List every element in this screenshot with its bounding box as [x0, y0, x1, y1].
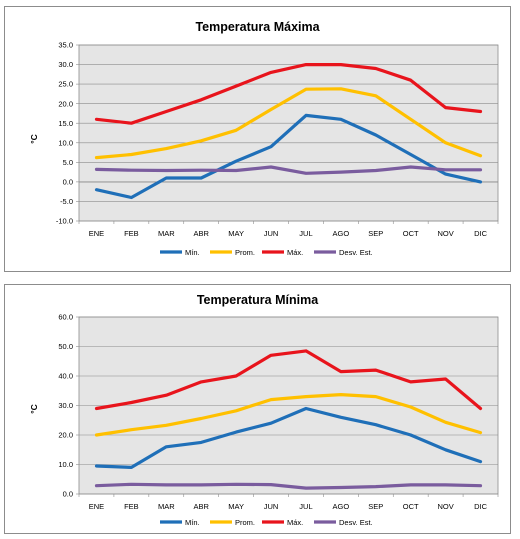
x-tick-label: ENE: [89, 502, 104, 511]
x-tick-label: DIC: [474, 502, 488, 511]
y-tick-label: 0.0: [63, 177, 73, 186]
y-tick-label: 25.0: [58, 80, 73, 89]
x-tick-label: SEP: [368, 229, 383, 238]
x-tick-label: AGO: [333, 229, 350, 238]
y-tick-label: 10.0: [58, 460, 73, 469]
series-line-3: [94, 165, 483, 175]
y-tick-label: 60.0: [58, 313, 73, 322]
y-axis-label: °C: [29, 404, 39, 414]
y-tick-label: 35.0: [58, 41, 73, 50]
series-line-0: [94, 113, 483, 200]
y-axis-label: °C: [29, 134, 39, 144]
y-tick-label: 20.0: [58, 99, 73, 108]
y-tick-label: 15.0: [58, 119, 73, 128]
legend-label: Prom.: [235, 248, 255, 257]
x-tick-label: ENE: [89, 229, 104, 238]
y-tick-label: 40.0: [58, 372, 73, 381]
y-tick-label: 5.0: [63, 158, 73, 167]
x-tick-label: FEB: [124, 229, 139, 238]
x-tick-label: OCT: [403, 229, 419, 238]
y-tick-label: 10.0: [58, 138, 73, 147]
x-tick-label: JUL: [299, 229, 312, 238]
legend-label: Mín.: [185, 248, 200, 257]
y-tick-label: 30.0: [58, 401, 73, 410]
x-tick-label: NOV: [437, 229, 453, 238]
x-tick-label: MAY: [228, 229, 244, 238]
legend-label: Máx.: [287, 248, 303, 257]
legend-label: Desv. Est.: [339, 518, 373, 527]
series-line-2: [94, 62, 483, 125]
legend-label: Mín.: [185, 518, 200, 527]
x-tick-label: OCT: [403, 502, 419, 511]
x-tick-label: MAR: [158, 229, 175, 238]
x-tick-label: NOV: [437, 502, 453, 511]
chart-title: Temperatura Mínima: [197, 293, 319, 307]
x-tick-label: DIC: [474, 229, 488, 238]
series-line-2: [94, 349, 483, 411]
series-line-0: [94, 406, 483, 469]
series-line-3: [94, 482, 483, 490]
chart-min-svg: Temperatura Mínima °C 60.0 50.0 40.0 30.0 20…: [29, 293, 499, 527]
y-tick-label: 0.0: [63, 490, 73, 499]
legend-label: Desv. Est.: [339, 248, 373, 257]
y-tick-label: 30.0: [58, 60, 73, 69]
x-tick-label: MAY: [228, 502, 244, 511]
chart-max-svg: Temperatura Máxima °C 35.0 30.0 25.0 20.0 15…: [29, 20, 499, 257]
series-line-1: [94, 87, 483, 160]
x-tick-label: FEB: [124, 502, 139, 511]
x-tick-label: JUL: [299, 502, 312, 511]
x-tick-label: JUN: [264, 229, 279, 238]
x-tick-label: SEP: [368, 502, 383, 511]
x-tick-label: ABR: [193, 229, 209, 238]
legend-label: Máx.: [287, 518, 303, 527]
series-line-1: [94, 392, 483, 437]
chart-max-temperature: Temperatura Máxima °C 35.0 30.0 25.0 20.0 15…: [4, 6, 511, 272]
y-tick-label: 50.0: [58, 342, 73, 351]
x-tick-label: JUN: [264, 502, 279, 511]
x-tick-label: ABR: [193, 502, 209, 511]
x-tick-label: AGO: [333, 502, 350, 511]
chart-title: Temperatura Máxima: [195, 20, 320, 34]
y-tick-label: -5.0: [60, 197, 73, 206]
chart-min-temperature: Temperatura Mínima °C 60.0 50.0 40.0 30.0 20…: [4, 284, 511, 534]
y-tick-label: -10.0: [56, 217, 73, 226]
x-tick-label: MAR: [158, 502, 175, 511]
y-tick-label: 20.0: [58, 431, 73, 440]
legend-label: Prom.: [235, 518, 255, 527]
